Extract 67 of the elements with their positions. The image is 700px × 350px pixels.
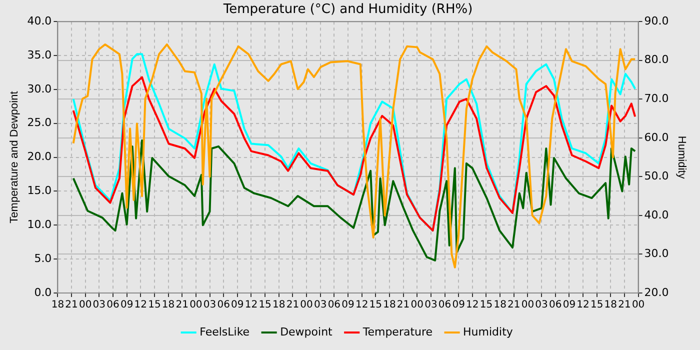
x-tick-label: 00 xyxy=(632,300,645,311)
y-axis-title: Temperature and Dewpoint xyxy=(8,91,21,224)
legend-label: Dewpoint xyxy=(280,325,334,338)
x-tick-label: 03 xyxy=(535,300,548,311)
y-tick-label: 20.0 xyxy=(27,150,52,164)
y2-tick-label: 60.0 xyxy=(644,130,669,144)
x-tick-label: 12 xyxy=(355,300,368,311)
x-tick-label: 18 xyxy=(162,300,175,311)
x-tick-label: 00 xyxy=(410,300,424,311)
y-tick-label: 30.0 xyxy=(27,82,52,96)
x-tick-label: 18 xyxy=(604,300,618,311)
x-tick-label: 06 xyxy=(106,300,120,311)
legend-label: Temperature xyxy=(362,325,433,338)
x-tick-label: 00 xyxy=(190,300,202,311)
x-tick-label: 21 xyxy=(618,300,631,311)
x-tick-label: 15 xyxy=(369,300,382,311)
x-tick-label: 21 xyxy=(396,300,410,311)
y-tick-label: 5.0 xyxy=(34,252,52,265)
y2-tick-label: 30.0 xyxy=(644,247,669,260)
y2-tick-label: 50.0 xyxy=(644,170,669,183)
x-tick-label: 00 xyxy=(521,300,534,311)
y2-tick-label: 40.0 xyxy=(644,208,669,222)
x-tick-label: 06 xyxy=(217,300,230,311)
chart-title: Temperature (°C) and Humidity (RH%) xyxy=(222,2,473,18)
y2-axis-title: Humidity xyxy=(675,136,688,180)
x-tick-label: 18 xyxy=(494,300,506,311)
x-tick-label: 09 xyxy=(452,300,465,311)
x-tick-label: 21 xyxy=(508,300,520,311)
x-tick-label: 09 xyxy=(120,300,134,311)
x-tick-label: 00 xyxy=(300,300,313,311)
x-tick-label: 21 xyxy=(176,300,188,311)
y2-tick-label: 20.0 xyxy=(644,286,669,299)
y-tick-label: 10.0 xyxy=(27,218,52,232)
legend-label: FeelsLike xyxy=(200,325,250,338)
x-tick-label: 18 xyxy=(383,300,396,311)
x-tick-label: 12 xyxy=(244,300,258,311)
y2-tick-label: 80.0 xyxy=(644,53,669,66)
x-tick-label: 03 xyxy=(92,300,106,311)
legend-label: Humidity xyxy=(463,325,514,338)
x-tick-label: 18 xyxy=(51,300,64,311)
y2-tick-label: 70.0 xyxy=(644,92,669,105)
x-tick-label: 09 xyxy=(231,300,244,311)
x-tick-label: 15 xyxy=(148,300,161,311)
x-tick-label: 03 xyxy=(424,300,438,311)
y-tick-label: 0.0 xyxy=(34,286,52,299)
x-tick-label: 12 xyxy=(576,300,590,311)
x-tick-label: 12 xyxy=(466,300,479,311)
x-tick-label: 03 xyxy=(203,300,216,311)
y-tick-label: 40.0 xyxy=(27,14,52,28)
y-tick-label: 35.0 xyxy=(27,48,52,62)
y-tick-label: 25.0 xyxy=(27,116,52,130)
x-tick-label: 03 xyxy=(314,300,327,311)
x-tick-label: 15 xyxy=(590,300,604,311)
x-tick-label: 09 xyxy=(342,300,354,311)
y-tick-label: 15.0 xyxy=(27,184,52,198)
x-tick-label: 00 xyxy=(78,300,92,311)
x-tick-label: 12 xyxy=(134,300,148,311)
x-tick-label: 06 xyxy=(548,300,562,311)
x-tick-label: 15 xyxy=(258,300,272,311)
y2-tick-label: 90.0 xyxy=(644,14,669,28)
x-tick-label: 06 xyxy=(328,300,341,311)
x-tick-label: 21 xyxy=(286,300,300,311)
x-tick-label: 21 xyxy=(65,300,78,311)
x-tick-label: 09 xyxy=(562,300,576,311)
x-tick-label: 06 xyxy=(438,300,452,311)
x-tick-label: 15 xyxy=(480,300,493,311)
x-tick-label: 18 xyxy=(272,300,286,311)
